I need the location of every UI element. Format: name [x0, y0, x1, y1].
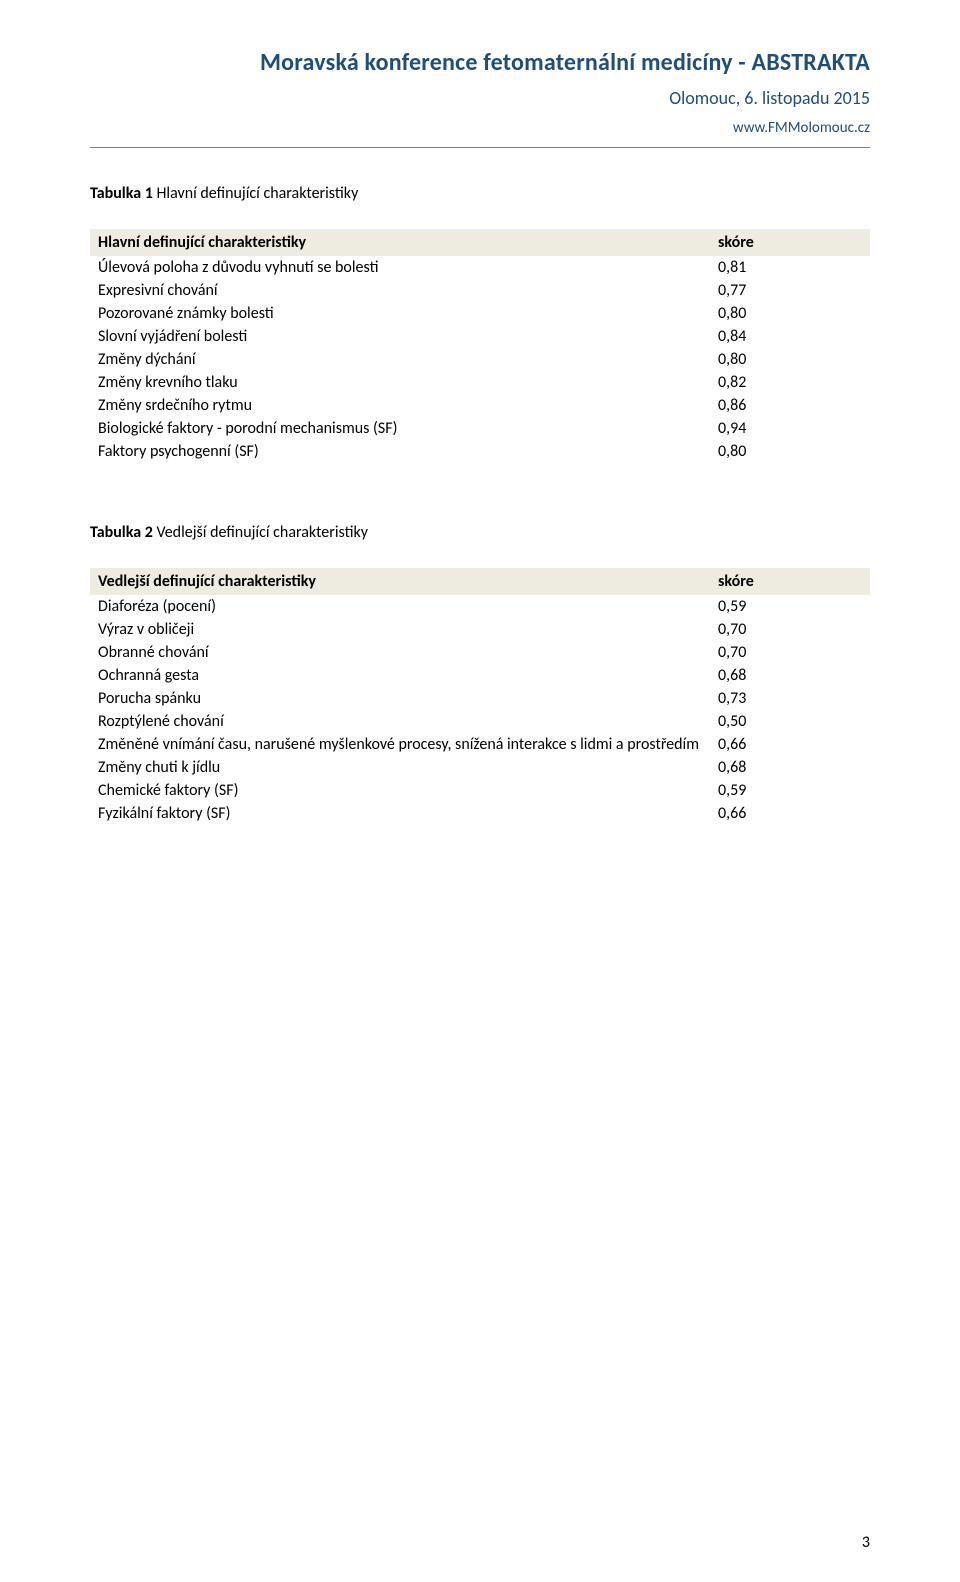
table1-label: Expresivní chování [90, 279, 710, 302]
table2-label: Porucha spánku [90, 687, 710, 710]
table1-score: 0,84 [710, 325, 870, 348]
table2-caption-bold: Tabulka 2 [90, 523, 156, 542]
table2-score: 0,66 [710, 802, 870, 825]
header-url: www.FMMolomouc.cz [90, 119, 870, 137]
header-divider [90, 147, 870, 148]
table-row: Obranné chování0,70 [90, 641, 870, 664]
table1-score: 0,81 [710, 256, 870, 279]
table2-label: Změněné vnímání času, narušené myšlenkov… [90, 733, 710, 756]
header-subtitle: Olomouc, 6. listopadu 2015 [90, 87, 870, 109]
table2-caption: Tabulka 2 Vedlejší definující charakteri… [90, 523, 870, 542]
table-row: Porucha spánku0,73 [90, 687, 870, 710]
table1-header-score: skóre [710, 229, 870, 256]
page-number: 3 [862, 1533, 870, 1552]
table1-score: 0,94 [710, 417, 870, 440]
table2-label: Obranné chování [90, 641, 710, 664]
table2-header-row: Vedlejší definující charakteristiky skór… [90, 568, 870, 595]
table1-score: 0,82 [710, 371, 870, 394]
table1-caption-text: Hlavní definující charakteristiky [156, 184, 358, 203]
table1-label: Změny krevního tlaku [90, 371, 710, 394]
table1-label: Změny srdečního rytmu [90, 394, 710, 417]
table2-score: 0,50 [710, 710, 870, 733]
table1-label: Pozorované známky bolesti [90, 302, 710, 325]
table-row: Změny chuti k jídlu0,68 [90, 756, 870, 779]
page: Moravská konference fetomaternální medic… [0, 0, 960, 1582]
table2-body: Diaforéza (pocení)0,59 Výraz v obličeji0… [90, 595, 870, 825]
table1: Hlavní definující charakteristiky skóre … [90, 229, 870, 463]
table2-score: 0,68 [710, 756, 870, 779]
table2-score: 0,70 [710, 618, 870, 641]
table-row: Faktory psychogenní (SF)0,80 [90, 440, 870, 463]
table2-score: 0,73 [710, 687, 870, 710]
table1-caption-bold: Tabulka 1 [90, 184, 156, 203]
table2-score: 0,66 [710, 733, 870, 756]
table2: Vedlejší definující charakteristiky skór… [90, 568, 870, 825]
table-row: Fyzikální faktory (SF)0,66 [90, 802, 870, 825]
table2-header-score: skóre [710, 568, 870, 595]
table2-label: Diaforéza (pocení) [90, 595, 710, 618]
table2-label: Rozptýlené chování [90, 710, 710, 733]
table2-label: Výraz v obličeji [90, 618, 710, 641]
table1-score: 0,80 [710, 302, 870, 325]
table-row: Pozorované známky bolesti0,80 [90, 302, 870, 325]
table1-label: Faktory psychogenní (SF) [90, 440, 710, 463]
table-row: Biologické faktory - porodní mechanismus… [90, 417, 870, 440]
table1-label: Biologické faktory - porodní mechanismus… [90, 417, 710, 440]
table2-score: 0,59 [710, 595, 870, 618]
table-row: Úlevová poloha z důvodu vyhnutí se boles… [90, 256, 870, 279]
table2-header-label: Vedlejší definující charakteristiky [90, 568, 710, 595]
table1-label: Úlevová poloha z důvodu vyhnutí se boles… [90, 256, 710, 279]
table1-score: 0,80 [710, 348, 870, 371]
table2-label: Chemické faktory (SF) [90, 779, 710, 802]
header-title: Moravská konference fetomaternální medic… [90, 48, 870, 77]
table-row: Expresivní chování0,77 [90, 279, 870, 302]
table2-score: 0,59 [710, 779, 870, 802]
table-row: Rozptýlené chování0,50 [90, 710, 870, 733]
table-row: Chemické faktory (SF)0,59 [90, 779, 870, 802]
table-row: Změny krevního tlaku0,82 [90, 371, 870, 394]
table1-caption: Tabulka 1 Hlavní definující charakterist… [90, 184, 870, 203]
table2-label: Fyzikální faktory (SF) [90, 802, 710, 825]
table1-score: 0,77 [710, 279, 870, 302]
table1-score: 0,86 [710, 394, 870, 417]
table2-label: Ochranná gesta [90, 664, 710, 687]
table-row: Změny srdečního rytmu0,86 [90, 394, 870, 417]
document-header: Moravská konference fetomaternální medic… [90, 48, 870, 137]
table1-body: Úlevová poloha z důvodu vyhnutí se boles… [90, 256, 870, 463]
table-row: Změněné vnímání času, narušené myšlenkov… [90, 733, 870, 756]
table-row: Diaforéza (pocení)0,59 [90, 595, 870, 618]
table-row: Ochranná gesta0,68 [90, 664, 870, 687]
table1-header-row: Hlavní definující charakteristiky skóre [90, 229, 870, 256]
table1-header-label: Hlavní definující charakteristiky [90, 229, 710, 256]
table2-label: Změny chuti k jídlu [90, 756, 710, 779]
table1-label: Změny dýchání [90, 348, 710, 371]
table2-caption-text: Vedlejší definující charakteristiky [156, 523, 368, 542]
table1-score: 0,80 [710, 440, 870, 463]
table-row: Slovní vyjádření bolesti0,84 [90, 325, 870, 348]
table2-score: 0,70 [710, 641, 870, 664]
table1-label: Slovní vyjádření bolesti [90, 325, 710, 348]
table-row: Změny dýchání0,80 [90, 348, 870, 371]
table-row: Výraz v obličeji0,70 [90, 618, 870, 641]
table2-score: 0,68 [710, 664, 870, 687]
